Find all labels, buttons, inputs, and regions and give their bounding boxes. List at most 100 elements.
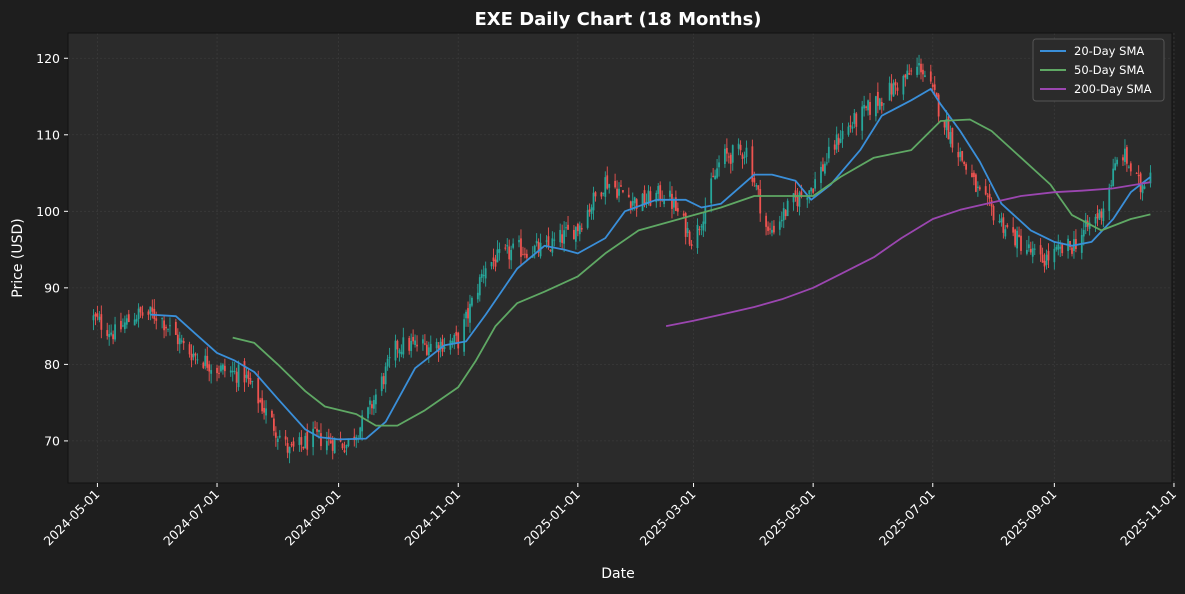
- candle-body: [988, 193, 991, 199]
- candle-body: [423, 343, 426, 345]
- candle-body: [284, 436, 287, 440]
- candle-body: [329, 440, 332, 444]
- candle-body: [176, 334, 179, 345]
- candle-body: [896, 87, 899, 91]
- candle-body: [561, 234, 564, 243]
- candle-body: [755, 185, 758, 187]
- candle-body: [300, 437, 303, 445]
- candle-body: [373, 399, 375, 409]
- candle-body: [892, 82, 895, 97]
- candle-body: [841, 130, 844, 140]
- candle-body: [622, 190, 624, 193]
- candle-body: [108, 333, 111, 338]
- candle-body: [408, 337, 411, 351]
- candle-body: [943, 120, 946, 128]
- candle-body: [110, 332, 113, 335]
- candle-body: [202, 362, 205, 368]
- candle-body: [743, 156, 746, 158]
- candle-body: [1002, 217, 1005, 233]
- candle-body: [1006, 224, 1009, 227]
- candle-body: [822, 164, 824, 172]
- candle-body: [1018, 234, 1020, 237]
- candle-body: [963, 161, 966, 164]
- candle-body: [347, 438, 350, 446]
- candle-body: [480, 273, 483, 278]
- candle-body: [876, 91, 879, 106]
- candle-body: [139, 306, 142, 313]
- candle-body: [702, 221, 705, 231]
- candle-body: [451, 341, 454, 345]
- candle-body: [771, 229, 773, 233]
- candle-body: [753, 177, 756, 183]
- candle-body: [663, 199, 666, 205]
- candle-body: [600, 192, 603, 197]
- candle-body: [92, 315, 95, 321]
- candle-body: [343, 450, 346, 453]
- candle-body: [210, 370, 213, 374]
- candle-body: [325, 441, 328, 451]
- legend-label-50-day-sma: 50-Day SMA: [1074, 63, 1144, 77]
- candle-body: [243, 361, 246, 383]
- candle-body: [161, 318, 164, 320]
- candle-body: [218, 372, 220, 374]
- candle-body: [188, 344, 191, 355]
- candle-body: [537, 241, 540, 253]
- candle-body: [586, 210, 589, 228]
- candle-body: [345, 445, 348, 449]
- candle-body: [835, 134, 838, 150]
- candle-body: [1082, 229, 1085, 237]
- candle-body: [94, 313, 97, 317]
- candle-body: [1004, 229, 1007, 237]
- candle-body: [547, 236, 550, 247]
- candle-body: [824, 163, 826, 174]
- candle-body: [778, 221, 781, 230]
- y-tick-label: 80: [44, 357, 60, 372]
- candle-body: [847, 126, 850, 135]
- legend-label-200-day-sma: 200-Day SMA: [1074, 82, 1152, 96]
- candle-body: [739, 144, 742, 151]
- candle-body: [602, 192, 605, 194]
- candle-body: [316, 428, 318, 432]
- candle-body: [165, 326, 167, 329]
- candle-body: [578, 225, 581, 235]
- candle-body: [484, 268, 487, 279]
- candle-body: [965, 164, 968, 170]
- candle-body: [312, 428, 315, 448]
- candle-body: [1135, 173, 1138, 175]
- candle-body: [522, 254, 524, 256]
- candle-body: [875, 96, 877, 117]
- candle-body: [833, 144, 836, 150]
- candle-body: [951, 127, 954, 148]
- candle-body: [700, 226, 703, 228]
- candle-body: [492, 257, 495, 262]
- candle-body: [863, 104, 866, 109]
- candle-body: [551, 238, 554, 253]
- candle-body: [820, 166, 822, 183]
- candle-body: [141, 312, 144, 316]
- candle-body: [1016, 230, 1018, 249]
- candle-body: [276, 438, 279, 443]
- candle-body: [1033, 248, 1036, 250]
- candle-body: [812, 188, 815, 193]
- candle-body: [167, 328, 169, 330]
- candle-body: [194, 353, 197, 356]
- candle-body: [853, 113, 856, 124]
- candle-body: [947, 116, 950, 140]
- candle-body: [169, 325, 171, 327]
- candle-body: [1061, 243, 1064, 254]
- candle-body: [506, 245, 509, 247]
- candle-body: [331, 440, 334, 451]
- candle-body: [259, 399, 262, 402]
- candle-body: [825, 162, 828, 164]
- candle-body: [533, 245, 536, 253]
- candle-body: [229, 370, 232, 373]
- candle-body: [380, 376, 383, 392]
- candle-body: [535, 240, 538, 244]
- candle-body: [814, 179, 817, 189]
- candle-body: [469, 303, 471, 323]
- candle-body: [435, 341, 438, 349]
- candle-body: [851, 126, 854, 129]
- candle-body: [427, 347, 430, 356]
- candle-body: [441, 339, 444, 352]
- candle-body: [320, 433, 322, 447]
